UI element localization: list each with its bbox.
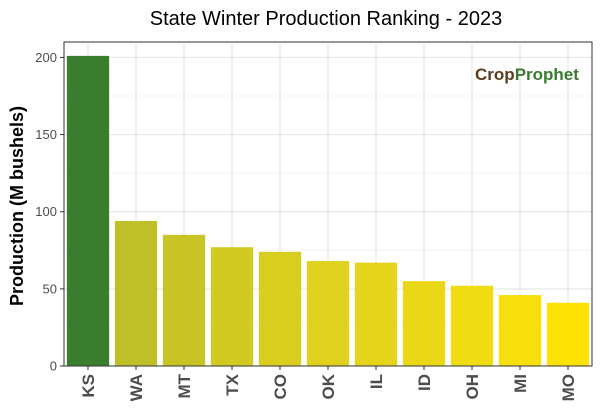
bar-mo <box>546 302 590 366</box>
logo-text-prophet: Prophet <box>515 65 580 84</box>
x-tick-label-mi: MI <box>511 374 530 393</box>
bar-ks <box>66 55 110 367</box>
x-tick-label-wa: WA <box>127 374 146 401</box>
y-tick-label: 200 <box>35 50 57 65</box>
cropprophet-logo: CropProphet <box>475 65 579 84</box>
chart-title: State Winter Production Ranking - 2023 <box>150 8 502 30</box>
x-tick-label-tx: TX <box>223 373 242 395</box>
y-tick-label: 50 <box>43 281 57 296</box>
x-tick-label-oh: OH <box>463 374 482 400</box>
plot-panel: 0 50 100 150 200 KS WA MT TX CO OK IL ID OH MI MO <box>35 41 593 401</box>
logo-text-o: o <box>494 65 504 84</box>
bar-mi <box>498 295 542 366</box>
svg-text:CropProphet: CropProphet <box>475 65 579 84</box>
bar-wa <box>114 220 158 366</box>
x-tick-label-ks: KS <box>79 374 98 398</box>
y-axis-label: Production (M bushels) <box>7 106 27 306</box>
bar-co <box>258 251 302 366</box>
bar-il <box>354 262 398 366</box>
bar-ok <box>306 261 350 366</box>
bar-tx <box>210 247 254 366</box>
x-tick-label-ok: OK <box>319 373 338 399</box>
bar-id <box>402 281 446 366</box>
x-tick-label-mt: MT <box>175 373 194 398</box>
x-tick-label-id: ID <box>415 374 434 391</box>
bar-oh <box>450 285 494 366</box>
x-tick-label-mo: MO <box>559 374 578 401</box>
bar-mt <box>162 234 206 366</box>
x-tick-label-il: IL <box>367 374 386 389</box>
x-tick-label-co: CO <box>271 374 290 400</box>
y-tick-label: 150 <box>35 127 57 142</box>
logo-text-p: p <box>504 65 514 84</box>
y-tick-label: 0 <box>50 359 57 374</box>
logo-text-crop: Cr <box>475 65 494 84</box>
y-tick-label: 100 <box>35 204 57 219</box>
